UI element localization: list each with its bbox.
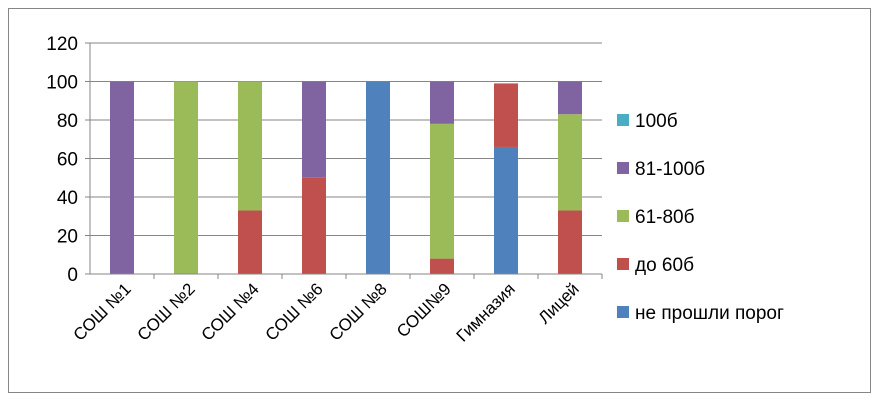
bar-segment: [238, 81, 262, 211]
legend-swatch: [617, 114, 629, 126]
legend-swatch: [617, 210, 629, 222]
bar-segment: [430, 258, 454, 274]
legend-swatch: [617, 258, 629, 270]
y-tick-label: 120: [46, 34, 78, 55]
category-label: СОШ №8: [326, 279, 391, 344]
legend-label: до 60б: [635, 255, 694, 276]
y-tick-label: 80: [57, 111, 78, 132]
bar-segment: [558, 81, 582, 115]
category-label: Гимназия: [453, 279, 519, 345]
bar-segment: [430, 81, 454, 124]
bar-segment: [430, 123, 454, 259]
category-label: СОШ№9: [393, 279, 455, 341]
legend-swatch: [617, 306, 629, 318]
bar-segment: [174, 81, 198, 274]
bar-segment: [238, 210, 262, 274]
y-tick-label: 20: [57, 227, 78, 248]
chart-frame: 0 20 40 60 80 100 120 СОШ №1 СОШ №2 СОШ №4 СОШ №6…: [8, 8, 871, 393]
category-label: СОШ №1: [70, 279, 135, 344]
category-label: Лицей: [535, 279, 583, 327]
bar-segment: [110, 81, 134, 274]
legend-label: не прошли порог: [635, 303, 784, 324]
bar-segment: [302, 177, 326, 274]
legend-label: 61-80б: [635, 207, 695, 228]
y-tick-label: 40: [57, 188, 78, 209]
y-tick-label: 0: [67, 265, 78, 286]
legend-swatch: [617, 162, 629, 174]
category-label: СОШ №4: [198, 279, 263, 344]
y-tick-label: 60: [57, 150, 78, 171]
bar-segment: [302, 81, 326, 178]
y-tick-label: 100: [46, 73, 78, 94]
legend-label: 100б: [635, 111, 678, 132]
bar-segment: [558, 210, 582, 274]
legend-label: 81-100б: [635, 159, 705, 180]
category-label: СОШ №2: [134, 279, 199, 344]
bar-segment: [558, 114, 582, 211]
bar-segment: [494, 146, 518, 274]
bar-segment: [494, 83, 518, 147]
bar-segment: [366, 81, 390, 274]
category-label: СОШ №6: [262, 279, 327, 344]
